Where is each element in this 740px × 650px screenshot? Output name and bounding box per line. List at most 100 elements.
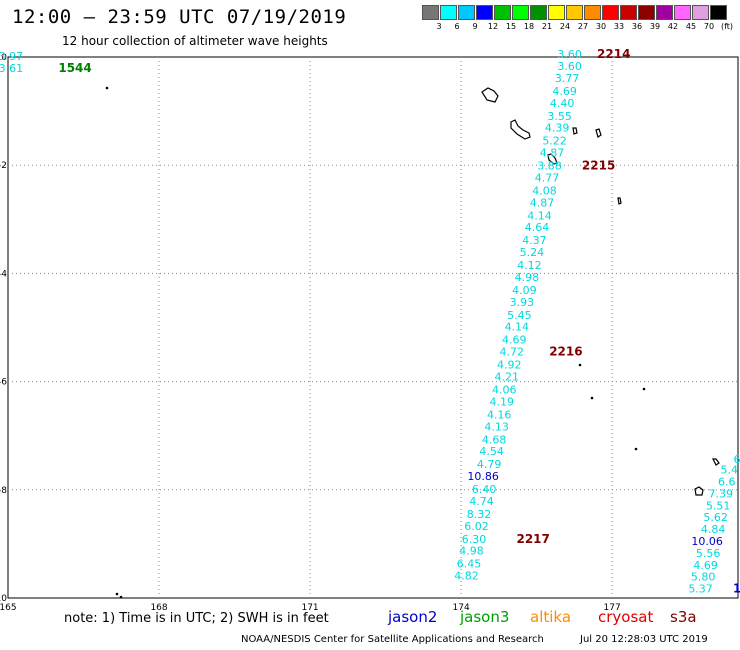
wave-height-label: 4.69: [693, 559, 718, 572]
island-dot: [119, 595, 123, 599]
island-dot: [115, 592, 119, 596]
wave-height-label: 4.69: [502, 334, 527, 347]
wave-height-label: 4.12: [517, 259, 542, 272]
island-outline: [712, 458, 720, 466]
island-outline: [481, 87, 499, 103]
y-tick-label: -8: [0, 486, 7, 496]
legend-label-9: 30: [595, 22, 607, 31]
wave-height-label: 5.22: [542, 135, 567, 148]
wave-height-label: 5.80: [691, 571, 716, 584]
legend-label-4: 15: [505, 22, 517, 31]
legend-label-13: 42: [667, 22, 679, 31]
wave-height-label: 6: [734, 453, 740, 466]
island-dot: [642, 387, 646, 391]
legend-swatch-3: [476, 5, 493, 20]
wave-height-label: 5.4: [721, 464, 739, 477]
y-tick-label: -6: [0, 378, 7, 388]
wave-height-label: 6.40: [472, 483, 497, 496]
wave-height-label: 6.45: [457, 558, 482, 571]
wave-height-label: 5.62: [703, 511, 728, 524]
island-outline: [617, 197, 622, 205]
wave-height-label: 4.14: [505, 321, 530, 334]
wave-height-label: 4.82: [454, 570, 479, 583]
legend-swatch-0: [422, 5, 439, 20]
time-label: 1544: [58, 61, 91, 75]
wave-height-label: 3.97: [0, 50, 23, 63]
wave-height-label: 4.87: [530, 196, 555, 209]
satellite-s3a: s3a: [670, 608, 697, 626]
wave-height-label: 4.79: [477, 458, 502, 471]
wave-height-label: 5.37: [688, 583, 713, 596]
credit-text: NOAA/NESDIS Center for Satellite Applica…: [241, 634, 544, 645]
legend-label-15: 70: [703, 22, 715, 31]
wave-height-label: 3.60: [557, 48, 582, 61]
satellite-jason2: jason2: [388, 608, 438, 626]
legend-swatch-13: [656, 5, 673, 20]
wave-height-label: 4.72: [500, 346, 525, 359]
wave-height-label: 10.86: [467, 470, 499, 483]
satellite-jason3: jason3: [460, 608, 510, 626]
wave-height-label: 4.87: [540, 147, 565, 160]
time-label: 13: [733, 582, 740, 596]
wave-height-label: 4.16: [487, 408, 512, 421]
wave-height-label: 4.77: [535, 171, 560, 184]
satellite-altika: altika: [530, 608, 572, 626]
wave-height-label: 6.02: [464, 520, 489, 533]
wave-height-label: 5.24: [520, 246, 545, 259]
wave-height-label: 4.06: [492, 384, 517, 397]
legend-label-11: 36: [631, 22, 643, 31]
wave-height-label: 4.13: [484, 420, 509, 433]
wave-height-label: 3.55: [547, 110, 572, 123]
map-title: 12:00 — 23:59 UTC 07/19/2019: [12, 6, 347, 28]
wave-height-label: 7.39: [708, 487, 733, 500]
legend-label-16: (ft): [720, 22, 734, 31]
time-label: 2215: [582, 159, 615, 173]
wave-height-label: 10.06: [691, 535, 723, 548]
x-tick-label: 174: [453, 603, 470, 613]
wave-height-label: 4.69: [552, 85, 577, 98]
legend-swatch-15: [692, 5, 709, 20]
legend-swatch-11: [620, 5, 637, 20]
footer-note: note: 1) Time is in UTC; 2) SWH is in fe…: [64, 611, 329, 626]
legend-swatch-7: [548, 5, 565, 20]
legend-label-14: 45: [685, 22, 697, 31]
island-dot: [634, 447, 638, 451]
x-tick-label: 168: [150, 603, 167, 613]
color-legend: 3 6 9 12 15 18 21 24 27 30 33 36 39 42 45 70 (ft): [422, 5, 740, 32]
island-dot: [590, 396, 594, 400]
wave-height-label: 4.84: [701, 523, 726, 536]
x-tick-label: 177: [604, 603, 621, 613]
wave-height-label: 3.61: [0, 62, 23, 75]
wave-height-label: 4.68: [482, 433, 507, 446]
wave-height-label: 4.40: [550, 97, 575, 110]
map-subtitle: 12 hour collection of altimeter wave hei…: [62, 34, 328, 48]
satellite-cryosat: cryosat: [598, 608, 654, 626]
legend-label-0: 3: [436, 22, 442, 31]
island-outline: [694, 486, 704, 496]
y-tick-label: -10: [0, 594, 7, 604]
legend-label-1: 6: [454, 22, 460, 31]
wave-height-label: 3.60: [557, 60, 582, 73]
island-outline: [510, 119, 531, 140]
wave-height-label: 4.21: [495, 371, 520, 384]
legend-label-8: 27: [577, 22, 589, 31]
wave-height-label: 4.19: [489, 395, 514, 408]
island-outline: [572, 127, 578, 135]
legend-swatch-10: [602, 5, 619, 20]
wave-height-label: 3.93: [510, 296, 535, 309]
wave-height-label: 5.51: [706, 499, 731, 512]
legend-label-5: 18: [523, 22, 535, 31]
wave-height-label: 4.39: [545, 122, 570, 135]
wave-height-label: 6.30: [462, 533, 487, 546]
wave-height-label: 4.64: [525, 221, 550, 234]
wave-height-label: 3.88: [537, 160, 562, 173]
wave-height-label: 4.37: [522, 234, 547, 247]
island-outline: [547, 153, 558, 165]
legend-swatch-8: [566, 5, 583, 20]
wave-height-label: 5.45: [507, 309, 532, 322]
wave-height-label: 5.56: [696, 547, 721, 560]
time-label: 2214: [597, 47, 630, 61]
island-dot: [105, 86, 109, 90]
wave-height-label: 4.08: [532, 184, 557, 197]
